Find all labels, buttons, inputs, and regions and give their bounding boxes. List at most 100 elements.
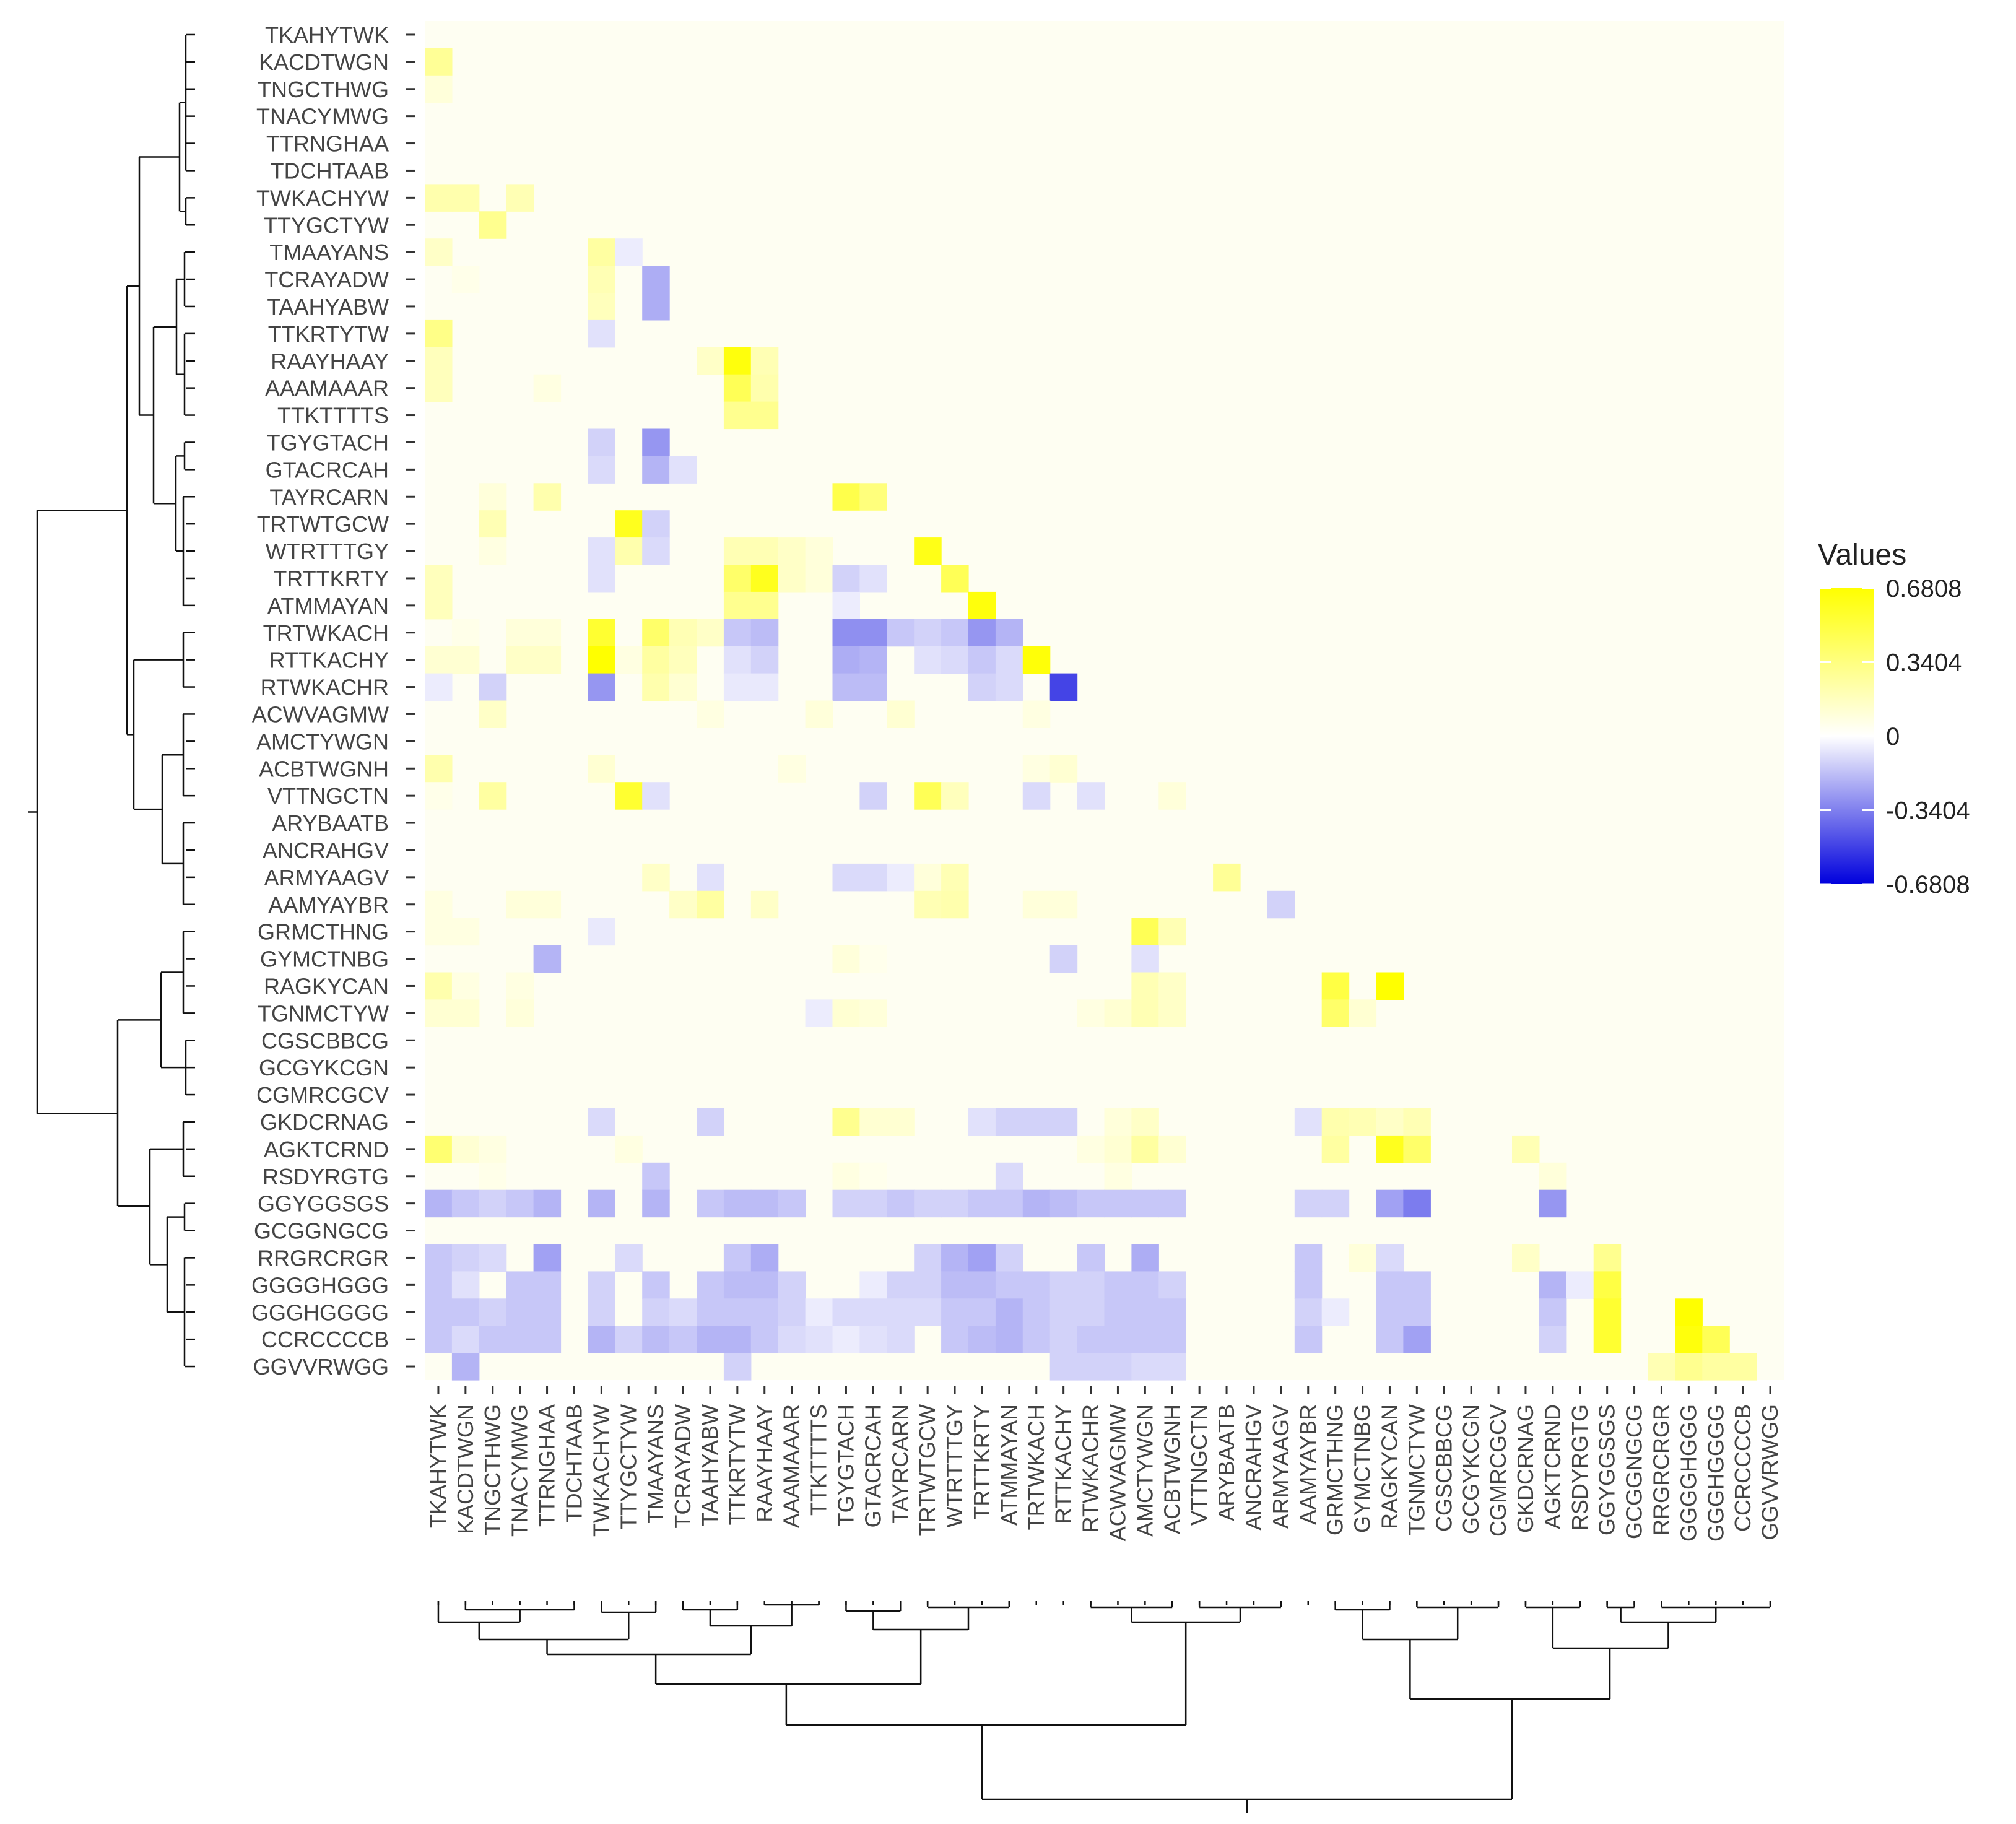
heatmap-cell — [1022, 782, 1051, 810]
heatmap-cell — [588, 1189, 615, 1218]
heatmap-cell — [995, 1108, 1023, 1136]
heatmap-cell — [859, 1298, 887, 1326]
row-label: WTRTTTGY — [266, 539, 389, 564]
heatmap-cell — [1104, 1189, 1132, 1218]
heatmap-cell — [425, 646, 453, 674]
col-label: GCGYKCGN — [1458, 1404, 1484, 1534]
heatmap-cell — [859, 483, 887, 511]
heatmap-cell — [1049, 755, 1078, 783]
heatmap-cell — [750, 374, 779, 402]
col-label: AAAMAAAR — [779, 1404, 804, 1528]
heatmap-cell — [425, 1298, 453, 1326]
heatmap-cell — [1022, 1326, 1051, 1353]
heatmap-cell — [968, 646, 996, 674]
heatmap-cell — [425, 1135, 453, 1163]
heatmap-cell — [1131, 1298, 1159, 1326]
heatmap-cell — [1104, 1298, 1132, 1326]
heatmap-cell — [451, 1135, 480, 1163]
heatmap-cell — [479, 1162, 507, 1191]
heatmap-cell — [1593, 1271, 1622, 1299]
heatmap-cell — [1158, 1298, 1186, 1326]
heatmap-cell — [859, 863, 887, 892]
heatmap-cell — [750, 1271, 779, 1299]
row-label: TRTTKRTY — [273, 566, 389, 591]
row-label: RTWKACHR — [261, 675, 389, 700]
heatmap-cell — [941, 863, 969, 892]
col-label: ACBTWGNH — [1159, 1404, 1184, 1534]
heatmap-cell — [642, 646, 670, 674]
heatmap-cell — [1593, 1326, 1622, 1353]
row-label: TAYRCARN — [269, 484, 389, 510]
row-label: TGNMCTYW — [258, 1001, 389, 1026]
heatmap-cell — [451, 1189, 480, 1218]
heatmap-cell — [615, 1326, 643, 1353]
col-label: GYMCTNBG — [1350, 1404, 1375, 1533]
heatmap-cell — [887, 863, 915, 892]
heatmap-cell — [832, 1298, 860, 1326]
heatmap-cell — [968, 673, 996, 701]
heatmap-cell — [887, 700, 915, 728]
heatmap-cell — [1158, 1271, 1186, 1299]
heatmap-cell — [1077, 1135, 1105, 1163]
heatmap-cell — [1294, 1244, 1323, 1272]
heatmap-cell — [533, 1189, 562, 1218]
heatmap-cell — [832, 999, 860, 1027]
heatmap-cell — [723, 619, 752, 647]
heatmap-cell — [642, 537, 670, 565]
heatmap-cell — [1675, 1298, 1703, 1326]
col-label: TGNMCTYW — [1404, 1404, 1429, 1535]
heatmap-cell — [506, 184, 534, 212]
heatmap-cell — [642, 266, 670, 293]
heatmap-cell — [750, 347, 779, 375]
heatmap-cell — [1321, 1135, 1350, 1163]
heatmap-cell — [1539, 1326, 1567, 1353]
heatmap-cell — [723, 673, 752, 701]
heatmap-cell — [832, 591, 860, 620]
heatmap-cell — [750, 890, 779, 919]
row-labels: TKAHYTWKKACDTWGNTNGCTHWGTNACYMWGTTRNGHAA… — [251, 22, 415, 1379]
heatmap-cell — [995, 1326, 1023, 1353]
row-label: RAGKYCAN — [264, 973, 389, 999]
heatmap-cell — [588, 918, 615, 946]
col-label: TCRAYADW — [670, 1404, 695, 1529]
col-label: CGMRCGCV — [1485, 1404, 1511, 1537]
heatmap-cell — [1022, 646, 1051, 674]
heatmap-cell — [750, 537, 779, 565]
col-label: GGYGGSGS — [1594, 1404, 1620, 1535]
heatmap-cell — [1022, 755, 1051, 783]
heatmap-cell — [723, 646, 752, 674]
heatmap-cell — [479, 1135, 507, 1163]
heatmap-cell — [995, 673, 1023, 701]
heatmap-cell — [615, 782, 643, 810]
heatmap-cell — [778, 1189, 806, 1218]
heatmap-cell — [1077, 1353, 1105, 1381]
heatmap-cell — [778, 1326, 806, 1353]
heatmap-cell — [533, 1326, 562, 1353]
heatmap-cell — [588, 1326, 615, 1353]
heatmap-cell — [533, 1244, 562, 1272]
heatmap-cell — [642, 1326, 670, 1353]
row-label: GGGGHGGG — [251, 1272, 389, 1298]
heatmap-cell — [941, 1271, 969, 1299]
row-label: RTTKACHY — [269, 648, 389, 673]
heatmap-cell — [1403, 1326, 1431, 1353]
heatmap-cell — [941, 1298, 969, 1326]
heatmap-cell — [425, 565, 453, 593]
heatmap-cell — [533, 483, 562, 511]
heatmap-cell — [425, 184, 453, 212]
heatmap-cell — [1294, 1298, 1323, 1326]
heatmap-cell — [697, 1271, 724, 1299]
heatmap-cell — [723, 537, 752, 565]
heatmap-cell — [479, 1326, 507, 1353]
heatmap-cell — [914, 1271, 942, 1299]
heatmap-cell — [1702, 1353, 1730, 1381]
heatmap-cell — [1158, 1353, 1186, 1381]
heatmap-cell — [887, 619, 915, 647]
heatmap-cell — [1049, 890, 1078, 919]
heatmap-cell — [615, 510, 643, 538]
heatmap-cell — [941, 782, 969, 810]
heatmap-cell — [1104, 1135, 1132, 1163]
heatmap-cell — [425, 347, 453, 375]
heatmap-cell — [451, 999, 480, 1027]
heatmap-cell — [1294, 1108, 1323, 1136]
